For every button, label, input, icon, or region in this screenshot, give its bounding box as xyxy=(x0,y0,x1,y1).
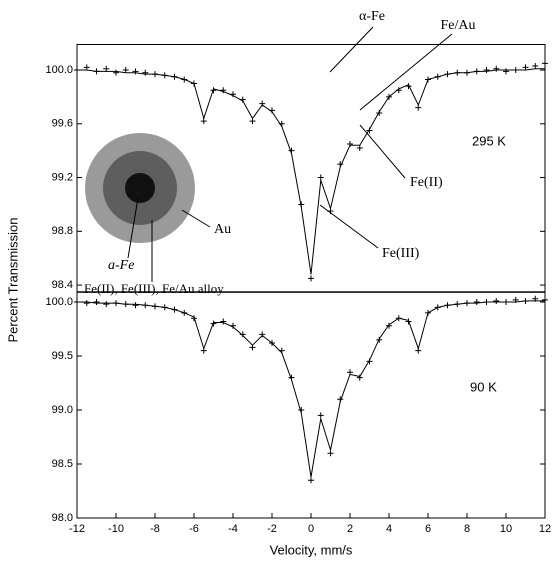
plot-frame xyxy=(76,291,546,519)
data-point xyxy=(386,322,392,329)
data-point xyxy=(473,299,480,306)
annotation: 90 K xyxy=(470,379,497,394)
annotation: a-Fe xyxy=(108,258,134,273)
data-point xyxy=(522,64,529,71)
annotation: Au xyxy=(214,222,231,237)
x-tick-label: -10 xyxy=(108,523,124,535)
data-point xyxy=(308,477,314,484)
data-point xyxy=(83,64,90,71)
fit-line xyxy=(77,68,545,275)
data-point xyxy=(493,65,500,72)
data-point xyxy=(103,65,110,72)
y-tick-label: 100.0 xyxy=(45,296,73,308)
data-point xyxy=(503,68,509,75)
x-tick-label: 4 xyxy=(386,523,392,535)
annotation: Fe(II) xyxy=(410,175,443,190)
data-point xyxy=(317,174,324,181)
data-point xyxy=(220,318,227,325)
data-point xyxy=(493,297,500,304)
x-tick-label: 0 xyxy=(308,523,314,535)
data-point xyxy=(132,68,139,75)
data-point xyxy=(132,302,139,309)
data-point xyxy=(103,301,110,308)
data-point xyxy=(259,331,266,338)
annotation: Fe(II), Fe(III), Fe/Au alloy xyxy=(84,281,224,296)
data-point xyxy=(356,374,363,381)
x-tick-label: -4 xyxy=(228,523,238,535)
annotation: 295 K xyxy=(472,133,506,148)
annotation: Fe/Au xyxy=(441,18,476,33)
y-axis-label: Percent Transmission xyxy=(5,218,20,343)
y-tick-label: 99.6 xyxy=(52,118,73,130)
data-point xyxy=(483,67,490,74)
data-point xyxy=(308,275,314,282)
x-tick-label: -2 xyxy=(267,523,277,535)
data-point xyxy=(83,300,90,307)
data-point xyxy=(317,412,324,419)
y-tick-label: 98.5 xyxy=(52,458,73,470)
fe-core xyxy=(125,173,155,203)
data-point xyxy=(113,69,119,76)
y-tick-label: 98.0 xyxy=(52,512,73,524)
y-tick-label: 99.5 xyxy=(52,350,73,362)
y-tick-label: 98.8 xyxy=(52,225,73,237)
fit-line xyxy=(77,300,545,478)
data-point xyxy=(93,299,100,306)
y-tick-label: 100.0 xyxy=(45,64,73,76)
x-tick-label: 2 xyxy=(347,523,353,535)
y-tick-label: 99.2 xyxy=(52,171,73,183)
annotation: Fe(III) xyxy=(382,246,420,261)
data-point xyxy=(356,144,363,151)
data-point xyxy=(532,63,539,70)
x-tick-label: 10 xyxy=(500,523,512,535)
data-point xyxy=(327,450,334,457)
data-point xyxy=(142,69,149,76)
y-tick-label: 99.0 xyxy=(52,404,73,416)
y-tick-label: 98.4 xyxy=(52,279,73,291)
data-point xyxy=(122,67,129,74)
x-tick-label: 12 xyxy=(539,523,551,535)
data-point xyxy=(220,87,227,94)
x-tick-label: -8 xyxy=(150,523,160,535)
x-axis-label: Velocity, mm/s xyxy=(270,542,353,557)
x-tick-label: 8 xyxy=(464,523,470,535)
x-tick-label: -12 xyxy=(69,523,85,535)
arrows xyxy=(127,26,453,282)
x-tick-label: -6 xyxy=(189,523,199,535)
plot-frame xyxy=(76,44,546,293)
data-point xyxy=(239,331,246,338)
x-tick-label: 6 xyxy=(425,523,431,535)
annotation: α-Fe xyxy=(359,9,385,24)
